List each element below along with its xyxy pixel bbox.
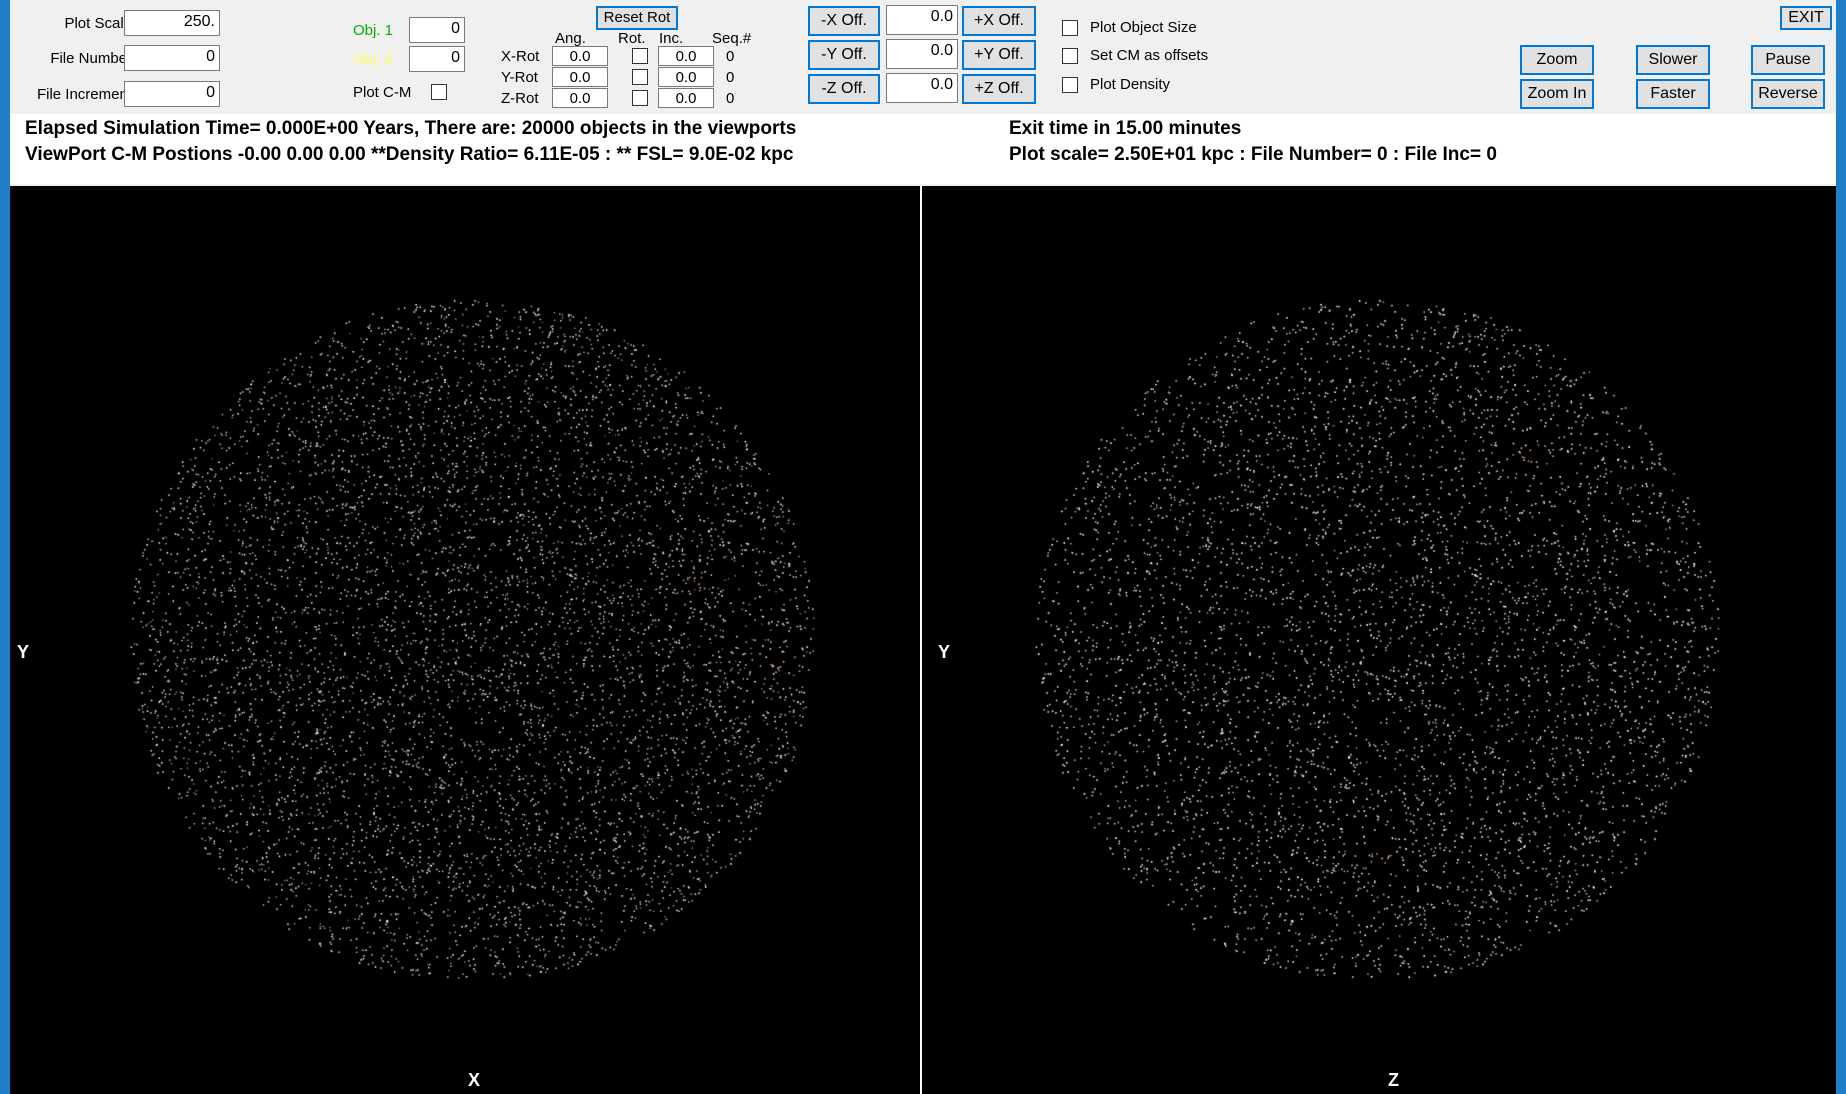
plot-scale-text: Plot scale= 2.50E+01 kpc : File Number= … bbox=[1009, 144, 1497, 165]
cm-positions-text: ViewPort C-M Postions -0.00 0.00 0.00 **… bbox=[25, 144, 794, 165]
particle-plot-xy bbox=[10, 186, 920, 1094]
slower-button[interactable]: Slower bbox=[1636, 45, 1710, 75]
file-increment-label: File Increment bbox=[36, 86, 132, 103]
vertical-axis-label: Y bbox=[17, 642, 30, 662]
plot-cm-label: Plot C-M bbox=[353, 84, 412, 101]
obj2-label: Obj. 2 bbox=[353, 51, 394, 68]
reverse-button[interactable]: Reverse bbox=[1751, 79, 1825, 109]
plot-scale-input[interactable]: 250. bbox=[124, 10, 220, 36]
x-rot-checkbox[interactable] bbox=[632, 48, 648, 64]
file-number-label: File Number bbox=[50, 50, 132, 67]
inc-column-header: Inc. bbox=[659, 30, 684, 47]
obj1-label: Obj. 1 bbox=[353, 22, 394, 39]
file-number-input[interactable]: 0 bbox=[124, 45, 220, 71]
viewport-xy[interactable]: Y X bbox=[10, 186, 920, 1094]
horizontal-axis-label: X bbox=[468, 1070, 481, 1090]
z-rot-checkbox[interactable] bbox=[632, 90, 648, 106]
y-rot-checkbox[interactable] bbox=[632, 69, 648, 85]
minus-y-offset-button[interactable]: -Y Off. bbox=[808, 40, 880, 70]
plot-density-checkbox[interactable] bbox=[1062, 77, 1078, 93]
obj2-input[interactable]: 0 bbox=[409, 46, 465, 72]
z-rot-seq: 0 bbox=[726, 90, 735, 107]
set-cm-offsets-label: Set CM as offsets bbox=[1090, 47, 1209, 64]
y-rot-seq: 0 bbox=[726, 69, 735, 86]
y-rot-increment-input[interactable]: 0.0 bbox=[658, 67, 714, 87]
zoom-in-button[interactable]: Zoom In bbox=[1520, 79, 1594, 109]
plus-x-offset-button[interactable]: +X Off. bbox=[962, 6, 1036, 36]
plot-density-label: Plot Density bbox=[1090, 76, 1171, 93]
x-rot-seq: 0 bbox=[726, 48, 735, 65]
status-panel: Elapsed Simulation Time= 0.000E+00 Years… bbox=[10, 114, 1836, 184]
zoom-out-button[interactable]: Zoom Out bbox=[1520, 45, 1594, 94]
z-offset-input[interactable]: 0.0 bbox=[886, 73, 958, 103]
plot-object-size-checkbox[interactable] bbox=[1062, 20, 1078, 36]
y-rot-angle-input[interactable]: 0.0 bbox=[552, 67, 608, 87]
z-rot-angle-input[interactable]: 0.0 bbox=[552, 88, 608, 108]
vertical-axis-label: Y bbox=[938, 642, 951, 662]
rot-column-header: Rot. bbox=[618, 30, 646, 47]
x-rot-label: X-Rot bbox=[501, 48, 540, 65]
obj1-input[interactable]: 0 bbox=[409, 17, 465, 43]
plot-object-size-label: Plot Object Size bbox=[1090, 19, 1197, 36]
x-rot-increment-input[interactable]: 0.0 bbox=[658, 46, 714, 66]
horizontal-axis-label: Z bbox=[1388, 1070, 1399, 1090]
reset-rot-button[interactable]: Reset Rot bbox=[596, 6, 678, 30]
minus-z-offset-button[interactable]: -Z Off. bbox=[808, 74, 880, 104]
plot-scale-label: Plot Scale bbox=[64, 15, 132, 32]
pause-button[interactable]: Pause bbox=[1751, 45, 1825, 75]
z-rot-label: Z-Rot bbox=[501, 90, 539, 107]
file-increment-input[interactable]: 0 bbox=[124, 81, 220, 107]
plot-cm-checkbox[interactable] bbox=[431, 84, 447, 100]
y-offset-input[interactable]: 0.0 bbox=[886, 39, 958, 69]
faster-button[interactable]: Faster bbox=[1636, 79, 1710, 109]
ang-column-header: Ang. bbox=[555, 30, 586, 47]
y-rot-label: Y-Rot bbox=[501, 69, 538, 86]
seq-column-header: Seq.# bbox=[712, 30, 752, 47]
elapsed-time-text: Elapsed Simulation Time= 0.000E+00 Years… bbox=[25, 118, 797, 139]
exit-time-text: Exit time in 15.00 minutes bbox=[1009, 118, 1242, 139]
plus-y-offset-button[interactable]: +Y Off. bbox=[962, 40, 1036, 70]
viewport-divider bbox=[920, 186, 922, 1094]
simulation-window: Plot Scale 250. File Number 0 File Incre… bbox=[10, 0, 1836, 1094]
particle-plot-zy bbox=[922, 186, 1836, 1094]
z-rot-increment-input[interactable]: 0.0 bbox=[658, 88, 714, 108]
viewport-zy[interactable]: Y Z bbox=[922, 186, 1836, 1094]
x-offset-input[interactable]: 0.0 bbox=[886, 5, 958, 35]
minus-x-offset-button[interactable]: -X Off. bbox=[808, 6, 880, 36]
exit-button[interactable]: EXIT bbox=[1780, 6, 1832, 30]
x-rot-angle-input[interactable]: 0.0 bbox=[552, 46, 608, 66]
plus-z-offset-button[interactable]: +Z Off. bbox=[962, 74, 1036, 104]
set-cm-offsets-checkbox[interactable] bbox=[1062, 48, 1078, 64]
